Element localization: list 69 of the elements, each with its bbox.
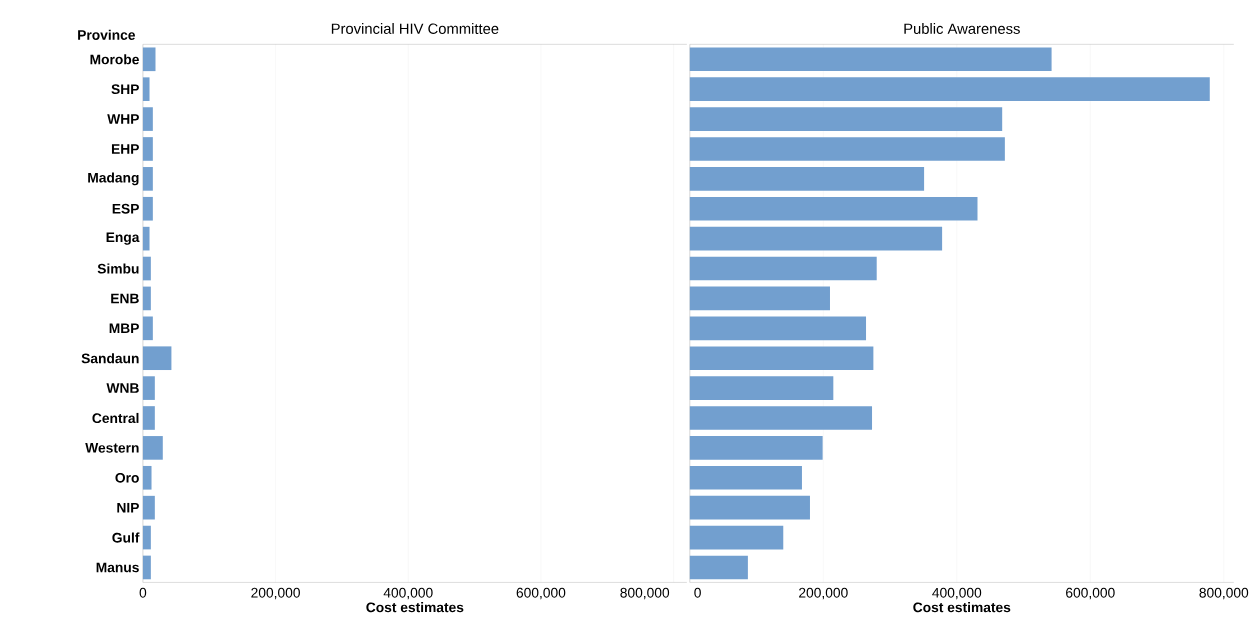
bar	[142, 346, 172, 370]
x-tick-label: 800,000	[1199, 587, 1249, 600]
bar	[689, 136, 1005, 161]
y-tick-label: WHP	[107, 114, 139, 124]
bar	[689, 286, 830, 311]
x-tick-label: 400,000	[383, 587, 433, 600]
y-tick-label: Sandaun	[81, 352, 139, 364]
y-tick-label: Enga	[106, 232, 140, 245]
bar	[689, 196, 978, 221]
bar	[689, 47, 1052, 71]
bar	[689, 405, 873, 430]
bar	[689, 77, 1210, 101]
y-tick-label: ENB	[111, 293, 139, 303]
x-tick-label: 200,000	[251, 587, 300, 600]
x-axis-title: Cost estimates	[366, 601, 464, 612]
bar	[142, 286, 151, 311]
bar	[689, 465, 802, 490]
bar	[689, 346, 874, 370]
x-tick-label: 600,000	[516, 587, 566, 600]
y-tick-label: Oro	[115, 472, 139, 483]
chart-title: Public Awareness	[904, 22, 1020, 34]
y-tick-label: ESP	[112, 203, 139, 214]
bar	[142, 465, 152, 490]
y-tick-label: Simbu	[97, 263, 139, 274]
y-tick-label: MBP	[109, 323, 139, 333]
bar	[689, 435, 823, 460]
x-tick-label: 0	[139, 587, 147, 598]
x-tick-label: 200,000	[799, 587, 848, 600]
bar	[142, 316, 153, 340]
bar	[689, 107, 1003, 131]
bar	[689, 525, 784, 550]
bar	[142, 196, 153, 221]
bar	[142, 77, 150, 101]
y-tick-label: Western	[85, 442, 139, 453]
bar	[142, 256, 151, 281]
x-axis-title: Cost estimates	[913, 601, 1011, 612]
bar	[689, 555, 748, 580]
y-tick-label: NIP	[117, 502, 139, 513]
bar	[142, 136, 153, 161]
y-tick-label: Madang	[88, 172, 139, 186]
x-tick-label: 0	[694, 587, 701, 598]
y-tick-label: Morobe	[90, 53, 139, 65]
bar	[142, 226, 150, 251]
bar	[689, 226, 943, 251]
bar	[142, 555, 151, 580]
bar	[689, 166, 925, 191]
bar	[142, 107, 153, 131]
bar	[689, 316, 867, 340]
y-tick-label: EHP	[111, 143, 139, 154]
x-tick-label: 400,000	[932, 587, 982, 600]
x-tick-label: 600,000	[1066, 587, 1115, 600]
y-tick-label: Manus	[96, 562, 139, 573]
y-axis-title: Province	[78, 29, 135, 40]
bar	[142, 166, 153, 191]
bar	[142, 405, 155, 430]
x-tick-label: 800,000	[620, 587, 670, 600]
bar	[142, 47, 156, 71]
y-tick-label: SHP	[111, 84, 139, 94]
bar	[689, 495, 810, 520]
bar	[142, 435, 163, 460]
y-tick-label: WNB	[106, 383, 139, 393]
y-tick-label: Central	[92, 412, 139, 423]
chart-title: Provincial HIV Committee	[331, 22, 499, 34]
bar	[142, 495, 155, 520]
y-tick-label: Gulf	[112, 532, 140, 543]
bar	[689, 256, 877, 281]
bar	[142, 376, 155, 400]
bar	[142, 525, 151, 550]
bar	[689, 376, 834, 400]
